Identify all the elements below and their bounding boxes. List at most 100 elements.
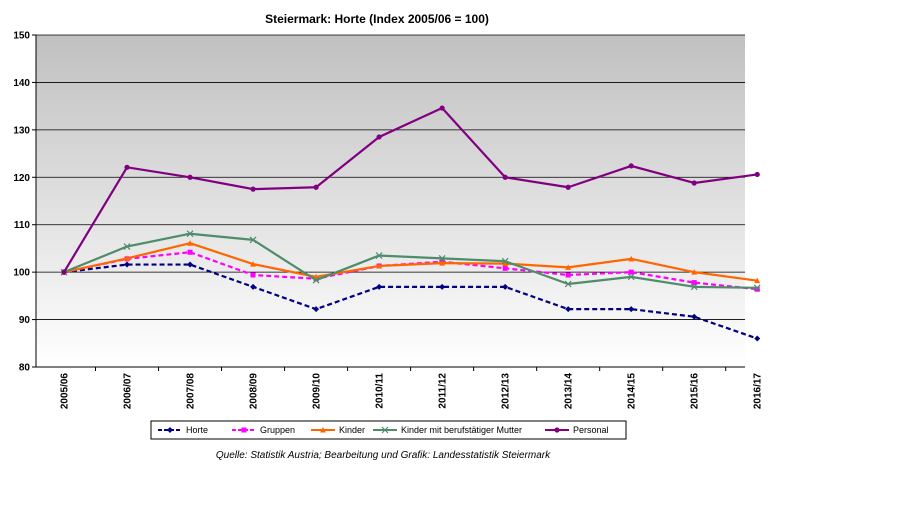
data-point xyxy=(187,249,193,255)
data-point xyxy=(124,255,131,261)
data-point xyxy=(565,264,572,270)
source-note: Quelle: Statistik Austria; Bearbeitung u… xyxy=(216,450,551,461)
legend-label: Personal xyxy=(573,425,609,435)
data-point xyxy=(250,261,257,267)
data-point xyxy=(565,306,572,313)
data-point xyxy=(313,306,320,313)
legend-items: Horte Gruppen Kinder Kinder mit berufstätig… xyxy=(158,425,609,435)
legend-marker xyxy=(381,426,389,434)
legend-marker xyxy=(554,427,560,433)
gridlines xyxy=(36,34,745,320)
data-point xyxy=(124,261,131,268)
y-tick-label: 100 xyxy=(13,268,30,279)
series-line xyxy=(63,232,758,289)
data-point xyxy=(439,105,445,111)
data-point xyxy=(439,260,446,266)
x-tick-label: 2012/13 xyxy=(501,373,512,410)
data-point xyxy=(502,283,509,290)
x-tick-label: 2013/14 xyxy=(564,373,575,410)
x-tick-label: 2005/06 xyxy=(60,373,71,410)
series-line xyxy=(63,263,758,340)
series-kinder xyxy=(61,240,761,284)
data-point xyxy=(628,306,635,313)
data-point xyxy=(187,261,194,268)
data-point xyxy=(438,254,446,262)
data-point xyxy=(376,262,383,269)
x-tick-label: 2009/10 xyxy=(312,373,323,410)
legend-label: Kinder mit berufstätiger Mutter xyxy=(401,425,522,435)
data-point xyxy=(439,283,446,290)
legend-label: Horte xyxy=(186,425,208,435)
x-tick-label: 2011/12 xyxy=(438,373,449,409)
y-axis-ticks: 80 90 100 110 120 130 140 150 xyxy=(13,31,36,374)
legend-item-personal: Personal xyxy=(545,425,609,435)
data-point xyxy=(691,269,698,275)
data-point xyxy=(186,230,194,238)
x-tick-label: 2006/07 xyxy=(123,373,134,410)
data-point xyxy=(627,273,635,281)
data-point xyxy=(124,164,130,170)
data-point xyxy=(187,240,194,246)
y-tick-label: 150 xyxy=(13,31,30,42)
y-tick-label: 80 xyxy=(19,363,31,374)
chart-title: Steiermark: Horte (Index 2005/06 = 100) xyxy=(265,12,489,26)
y-tick-label: 140 xyxy=(13,78,30,89)
data-point xyxy=(376,134,382,140)
data-point xyxy=(690,283,698,291)
data-point xyxy=(565,184,571,190)
data-point xyxy=(691,313,698,320)
data-point xyxy=(502,265,508,271)
plot-area xyxy=(36,35,745,367)
series-kinder-mit-berufstaetiger-mutter xyxy=(60,230,761,292)
data-point xyxy=(502,174,508,180)
data-point xyxy=(502,260,509,267)
y-tick-label: 120 xyxy=(13,173,30,184)
legend-item-gruppen: Gruppen xyxy=(232,425,295,435)
series-layer xyxy=(60,105,761,342)
data-point xyxy=(628,269,634,275)
legend-label: Gruppen xyxy=(260,425,295,435)
series-line xyxy=(63,106,758,273)
legend-item-horte: Horte xyxy=(158,425,208,435)
legend-marker xyxy=(320,427,326,433)
data-point xyxy=(754,171,760,178)
data-point xyxy=(628,255,635,262)
x-tick-label: 2008/09 xyxy=(249,373,260,410)
data-point xyxy=(691,280,697,286)
data-point xyxy=(691,180,697,186)
y-tick-label: 110 xyxy=(14,220,31,231)
data-point xyxy=(123,243,131,250)
data-point xyxy=(565,272,571,278)
data-point xyxy=(250,283,257,290)
data-point xyxy=(754,335,761,342)
data-point xyxy=(753,284,761,292)
x-tick-label: 2007/08 xyxy=(186,373,197,410)
legend-label: Kinder xyxy=(339,425,365,435)
data-point xyxy=(187,174,193,180)
y-tick-label: 90 xyxy=(19,315,31,326)
x-axis-ticks: 2005/06 2006/07 2007/08 2008/09 2009/10 2010/… xyxy=(60,367,764,409)
legend-item-kinder-mit-berufstaetiger-mutter: Kinder mit berufstätiger Mutter xyxy=(373,425,522,435)
legend-marker xyxy=(241,427,247,433)
x-tick-label: 2010/11 xyxy=(375,373,386,409)
data-point xyxy=(501,257,509,265)
legend-item-kinder: Kinder xyxy=(311,425,365,435)
data-point xyxy=(754,286,760,292)
data-point xyxy=(375,252,383,259)
x-tick-label: 2016/17 xyxy=(753,373,764,410)
data-point xyxy=(312,276,320,284)
series-line xyxy=(63,242,758,282)
data-point xyxy=(313,184,319,190)
data-point xyxy=(754,277,761,284)
x-tick-label: 2015/16 xyxy=(690,373,701,410)
data-point xyxy=(628,163,634,169)
y-tick-label: 130 xyxy=(13,125,30,136)
data-point xyxy=(564,280,572,288)
data-point xyxy=(250,272,256,278)
series-personal xyxy=(61,105,760,275)
data-point xyxy=(249,236,257,244)
data-point xyxy=(61,269,67,275)
legend-marker xyxy=(167,427,173,433)
data-point xyxy=(376,283,383,290)
